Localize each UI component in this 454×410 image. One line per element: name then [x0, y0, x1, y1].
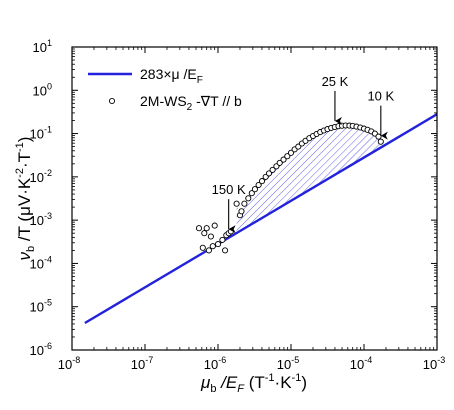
data-point	[280, 156, 287, 163]
y-tick-label: 100	[33, 81, 52, 98]
x-tick-label: 10-4	[350, 355, 372, 372]
data-point	[241, 200, 248, 207]
hatched-area	[236, 125, 381, 233]
y-tick-label: 10-4	[30, 254, 52, 271]
data-point	[238, 208, 245, 215]
x-tick-label: 10-3	[423, 355, 445, 372]
series-scatter-2m-ws2	[195, 122, 384, 254]
data-point	[214, 241, 222, 248]
x-axis-label: μb /EF (T-1·K-1)	[200, 372, 307, 395]
annotation-label: 150 K	[212, 182, 246, 197]
x-tick-label: 10-5	[277, 355, 299, 372]
legend-marker-swatch	[108, 97, 116, 105]
data-point	[199, 244, 206, 251]
data-point	[227, 228, 234, 235]
y-axis-label: νb /T (μV·K-2·T-1)	[14, 137, 37, 261]
data-point	[209, 243, 216, 250]
data-point	[377, 138, 384, 145]
y-tick-label: 10-1	[30, 125, 52, 142]
shaded-region	[236, 125, 381, 233]
data-point	[255, 181, 262, 189]
data-point	[269, 166, 276, 173]
data-point	[233, 200, 240, 207]
data-point	[211, 222, 218, 229]
data-point	[203, 225, 210, 232]
data-point	[205, 247, 212, 254]
axes: 10-8 10-7 10-6 10-5 10-4 10-3 10-6 10-5 10-4 10-3…	[14, 38, 445, 395]
annotation-label: 10 K	[367, 89, 394, 104]
data-point	[276, 159, 283, 166]
data-point	[258, 178, 266, 185]
x-tick-label: 10-8	[58, 355, 80, 372]
y-tick-label: 10-3	[30, 211, 52, 228]
y-tick-label: 10-2	[30, 168, 52, 185]
series-layer	[84, 113, 438, 325]
data-point	[207, 233, 214, 240]
data-point	[201, 230, 208, 237]
legend-label-scatter: 2M-WS2 -∇T // b	[140, 93, 242, 113]
data-point	[195, 225, 203, 232]
data-point	[245, 195, 252, 202]
data-point	[219, 236, 226, 243]
data-point	[265, 170, 273, 177]
annotation-label: 25 K	[322, 74, 349, 89]
data-point	[251, 186, 258, 193]
series-line-283-mu-over-ef	[84, 113, 438, 325]
plot-frame	[71, 46, 438, 351]
y-tick-label: 101	[33, 38, 52, 55]
y-tick-label: 10-5	[30, 298, 52, 315]
y-tick-label: 10-6	[30, 341, 52, 358]
x-tick-label: 10-7	[131, 355, 153, 372]
data-point	[248, 190, 255, 197]
x-tick-label: 10-6	[204, 355, 226, 372]
data-point	[284, 153, 291, 160]
data-point	[222, 247, 229, 254]
annotations: 150 K 25 K 10 K	[212, 74, 395, 234]
legend: 283×μ /EF 2M-WS2 -∇T // b	[88, 66, 242, 113]
data-point	[287, 149, 295, 156]
legend-label-line: 283×μ /EF	[140, 66, 203, 86]
